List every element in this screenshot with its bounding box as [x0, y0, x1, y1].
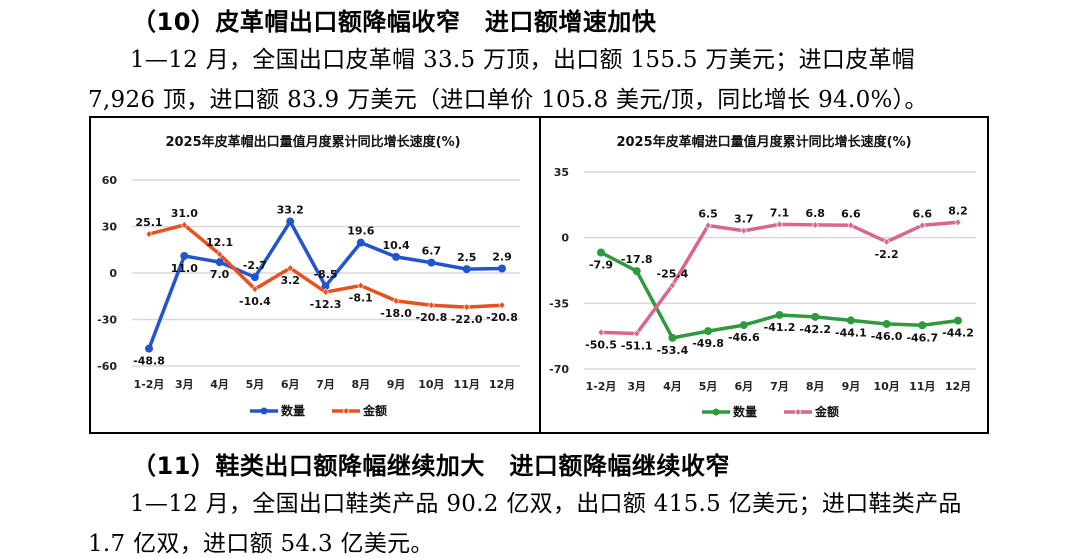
x-tick-label: 1-2月	[134, 378, 165, 391]
data-point	[498, 264, 506, 273]
x-tick-label: 5月	[246, 378, 265, 391]
data-point	[321, 282, 330, 291]
data-label: -10.4	[239, 295, 271, 308]
data-label: -20.8	[486, 311, 518, 324]
data-point	[145, 344, 153, 353]
data-label: 25.1	[135, 216, 162, 229]
x-tick-label: 12月	[489, 378, 515, 391]
data-label: 7.0	[210, 268, 230, 281]
data-point	[180, 251, 189, 260]
x-tick-label: 11月	[454, 378, 480, 391]
data-label: 6.7	[422, 245, 442, 258]
data-point	[392, 296, 400, 305]
data-point	[427, 258, 436, 267]
data-label: 2.9	[492, 251, 512, 264]
data-label: -18.0	[380, 307, 412, 320]
data-label: 12.1	[206, 236, 233, 249]
data-label: 3.2	[280, 274, 300, 287]
legend-marker	[342, 407, 350, 415]
x-tick-label: 6月	[281, 378, 300, 391]
data-label: -8.5	[313, 268, 337, 281]
section-10-paragraph-line-1: 1—12 月，全国出口皮革帽 33.5 万顶，出口额 155.5 万美元；进口皮…	[130, 47, 916, 73]
data-point	[322, 288, 329, 297]
data-point	[215, 258, 224, 267]
data-label: -48.8	[133, 355, 165, 368]
section-10-heading: （10）皮革帽出口额降幅收窄 进口额增速加快	[132, 8, 657, 36]
legend-label: 金额	[362, 403, 387, 418]
legend-marker	[260, 407, 268, 415]
x-tick-label: 3月	[175, 378, 194, 391]
x-tick-label: 9月	[387, 378, 406, 391]
charts-divider	[539, 116, 541, 434]
x-tick-label: 4月	[210, 378, 229, 391]
x-tick-label: 7月	[316, 378, 335, 391]
data-label: 2.5	[457, 251, 477, 264]
data-label: 31.0	[171, 207, 198, 220]
y-tick-label: 0	[109, 267, 117, 280]
data-label: -8.1	[349, 292, 373, 305]
section-11-paragraph-line-1: 1—12 月，全国出口鞋类产品 90.2 亿双，出口额 415.5 亿美元；进口…	[130, 491, 962, 517]
chart-title: 2025年皮革帽出口量值月度累计同比增长速度(%)	[165, 134, 460, 150]
x-tick-label: 10月	[418, 378, 444, 391]
y-tick-label: 30	[102, 221, 118, 234]
data-label: -20.8	[416, 311, 448, 324]
data-point	[216, 250, 223, 259]
data-point	[250, 273, 259, 282]
data-label: -2.7	[243, 259, 267, 272]
data-point	[286, 217, 295, 226]
data-label: 10.4	[383, 239, 410, 252]
data-point	[180, 220, 188, 229]
data-point	[145, 230, 153, 239]
data-label: 33.2	[277, 204, 304, 217]
data-label: 19.6	[347, 225, 374, 238]
section-11-heading: （11）鞋类出口额降幅继续加大 进口额降幅继续收窄	[132, 452, 730, 480]
data-point	[286, 264, 294, 273]
y-tick-label: -60	[97, 360, 117, 373]
section-10-paragraph-line-2: 7,926 顶，进口额 83.9 万美元（进口单价 105.8 美元/顶，同比增…	[88, 87, 928, 113]
x-tick-label: 8月	[351, 378, 370, 391]
data-point	[251, 285, 259, 294]
data-point	[498, 301, 506, 310]
y-tick-label: -30	[97, 314, 117, 327]
y-tick-label: 60	[102, 174, 118, 187]
data-label: -22.0	[451, 313, 483, 326]
legend-label: 数量	[281, 403, 305, 418]
data-point	[463, 303, 471, 312]
data-point	[462, 265, 471, 274]
data-label: 11.0	[171, 262, 198, 275]
data-point	[357, 281, 365, 290]
data-point	[356, 238, 365, 247]
data-point	[428, 301, 435, 310]
data-label: -12.3	[310, 298, 342, 311]
data-point	[392, 252, 401, 261]
section-11-paragraph-line-2: 1.7 亿双，进口额 54.3 亿美元。	[88, 531, 434, 557]
